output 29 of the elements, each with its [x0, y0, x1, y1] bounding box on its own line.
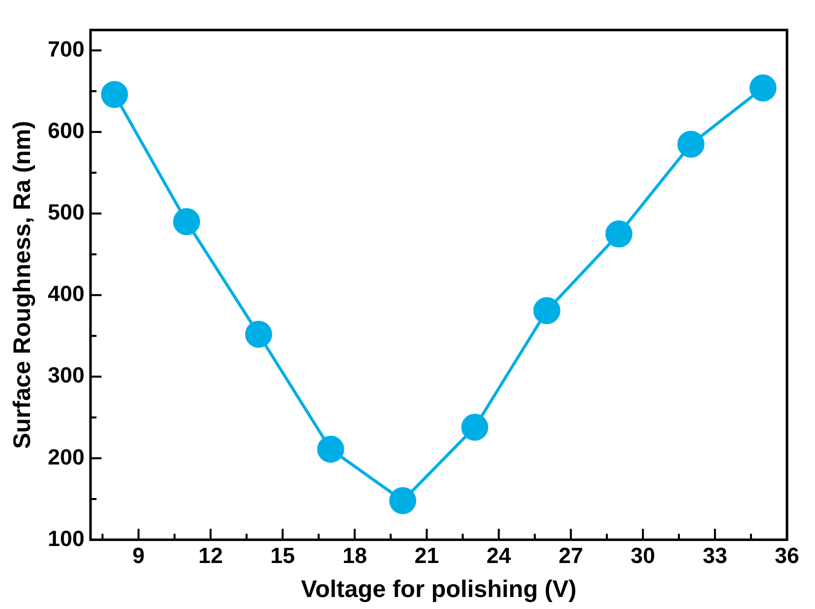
- x-tick-label: 18: [342, 543, 367, 568]
- point: [173, 208, 200, 236]
- point: [605, 220, 632, 248]
- point: [461, 414, 488, 441]
- y-tick-label: 300: [48, 362, 85, 388]
- x-tick-label: 12: [198, 543, 223, 568]
- y-axis-title: Surface Roughness, Ra (nm): [9, 120, 36, 449]
- point: [749, 74, 776, 102]
- x-tick-label: 30: [630, 543, 656, 568]
- x-tick-label: 15: [270, 543, 295, 568]
- x-tick-label: 24: [486, 543, 512, 568]
- x-tick-label: 9: [132, 543, 145, 568]
- point: [677, 130, 704, 158]
- x-tick-label: 27: [558, 543, 584, 568]
- y-tick-label: 400: [48, 281, 85, 306]
- x-tick-label: 21: [414, 543, 439, 568]
- x-tick-label: 33: [702, 543, 728, 568]
- point: [533, 297, 560, 324]
- x-tick-label: 36: [774, 543, 800, 568]
- y-tick-label: 600: [48, 118, 85, 144]
- y-tick-label: 200: [48, 444, 85, 470]
- y-tick-label: 500: [48, 200, 85, 225]
- point: [317, 436, 344, 463]
- y-tick-label: 100: [48, 526, 85, 551]
- point: [245, 320, 272, 348]
- y-tick-label: 700: [48, 36, 85, 62]
- x-axis-title: Voltage for polishing (V): [300, 576, 577, 604]
- point: [389, 487, 416, 514]
- point: [101, 80, 128, 108]
